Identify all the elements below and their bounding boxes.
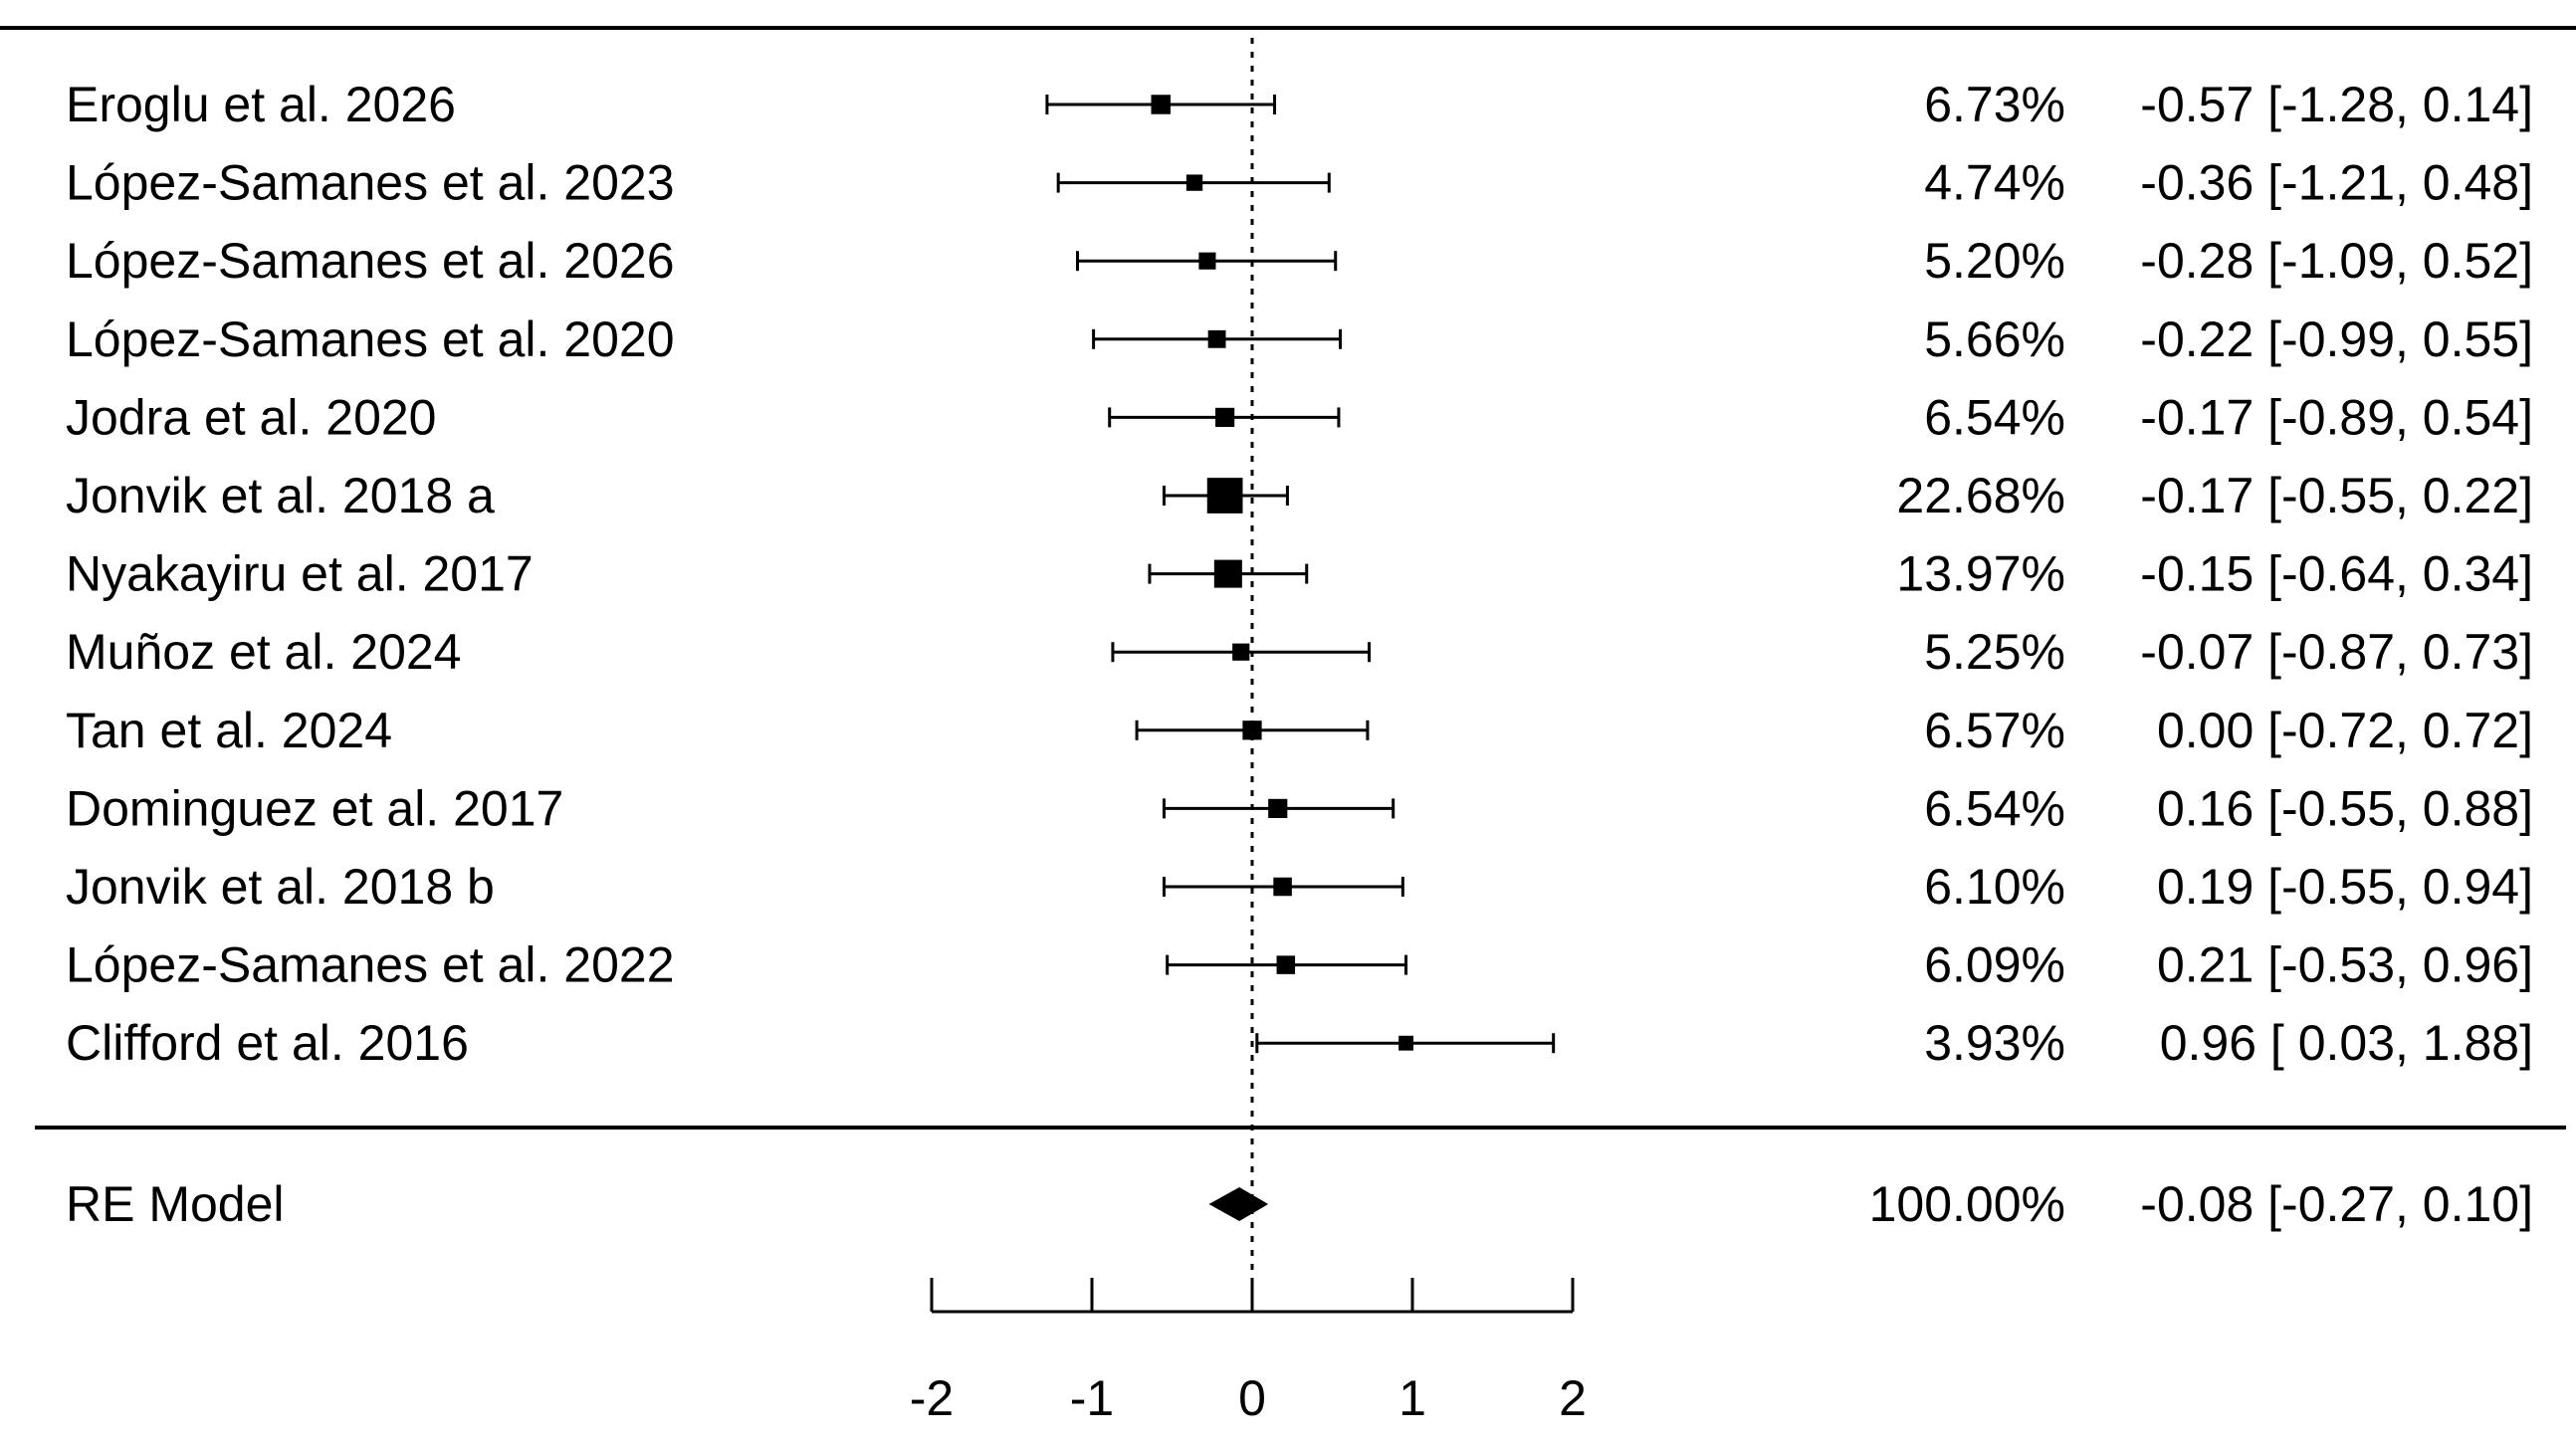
estimate-ci-label: -0.28 [-1.09, 0.52] <box>2140 233 2533 289</box>
effect-square <box>1198 252 1216 270</box>
estimate-ci-label: -0.22 [-0.99, 0.55] <box>2140 311 2533 367</box>
study-row: Eroglu et al. 2026 6.73% -0.57 [-1.28, 0.1… <box>66 77 2533 132</box>
estimate-ci-label: -0.36 [-1.21, 0.48] <box>2140 155 2533 211</box>
study-row: Muñoz et al. 2024 5.25% -0.07 [-0.87, 0.73… <box>66 624 2533 680</box>
weight-label: 22.68% <box>1896 468 2065 523</box>
study-row: Dominguez et al. 2017 6.54% 0.16 [-0.55, 0… <box>66 780 2533 836</box>
study-label: López-Samanes et al. 2026 <box>66 233 675 289</box>
study-label: López-Samanes et al. 2022 <box>66 937 675 993</box>
summary-weight-label: 100.00% <box>1869 1176 2065 1232</box>
study-label: Muñoz et al. 2024 <box>66 624 462 680</box>
summary-label: RE Model <box>66 1176 285 1232</box>
weight-label: 6.57% <box>1924 703 2065 758</box>
estimate-ci-label: 0.96 [ 0.03, 1.88] <box>2160 1015 2533 1071</box>
effect-square <box>1268 798 1288 818</box>
study-label: Jodra et al. 2020 <box>66 389 437 445</box>
study-row: Jonvik et al. 2018 b 6.10% 0.19 [-0.55, 0.… <box>66 859 2533 915</box>
estimate-ci-label: 0.16 [-0.55, 0.88] <box>2157 780 2533 836</box>
study-row: López-Samanes et al. 2026 5.20% -0.28 [-1.… <box>66 233 2533 289</box>
weight-label: 5.66% <box>1924 311 2065 367</box>
study-row: Jonvik et al. 2018 a 22.68% -0.17 [-0.55, … <box>66 468 2533 523</box>
weight-label: 13.97% <box>1896 546 2065 602</box>
effect-square <box>1232 643 1250 661</box>
effect-square <box>1207 329 1226 348</box>
study-label: Jonvik et al. 2018 a <box>66 468 495 523</box>
effect-square <box>1242 721 1262 740</box>
study-row: Clifford et al. 2016 3.93% 0.96 [ 0.03, 1.… <box>66 1015 2533 1071</box>
study-label: Clifford et al. 2016 <box>66 1015 469 1071</box>
estimate-ci-label: -0.17 [-0.55, 0.22] <box>2140 468 2533 523</box>
study-label: Jonvik et al. 2018 b <box>66 859 495 915</box>
x-axis: -2 -1 0 1 2 <box>910 1278 1587 1426</box>
axis-tick-label: 1 <box>1398 1370 1426 1426</box>
effect-square <box>1273 877 1292 897</box>
weight-label: 6.73% <box>1924 77 2065 132</box>
study-label: López-Samanes et al. 2020 <box>66 311 675 367</box>
summary-row: RE Model 100.00% -0.08 [-0.27, 0.10] <box>66 1176 2533 1232</box>
effect-square <box>1215 407 1235 427</box>
study-label: Eroglu et al. 2026 <box>66 77 456 132</box>
axis-tick-label: -1 <box>1070 1370 1114 1426</box>
estimate-ci-label: 0.21 [-0.53, 0.96] <box>2157 937 2533 993</box>
summary-diamond <box>1208 1187 1269 1221</box>
weight-label: 6.10% <box>1924 859 2065 915</box>
weight-label: 6.54% <box>1924 780 2065 836</box>
effect-square <box>1398 1035 1413 1051</box>
effect-square <box>1206 478 1243 514</box>
effect-square <box>1213 559 1242 588</box>
study-row: Tan et al. 2024 6.57% 0.00 [-0.72, 0.72] <box>66 703 2533 758</box>
estimate-ci-label: -0.57 [-1.28, 0.14] <box>2140 77 2533 132</box>
estimate-ci-label: 0.19 [-0.55, 0.94] <box>2157 859 2533 915</box>
weight-label: 5.25% <box>1924 624 2065 680</box>
weight-label: 4.74% <box>1924 155 2065 211</box>
weight-label: 6.54% <box>1924 389 2065 445</box>
estimate-ci-label: -0.15 [-0.64, 0.34] <box>2140 546 2533 602</box>
estimate-ci-label: 0.00 [-0.72, 0.72] <box>2157 703 2533 758</box>
study-row: López-Samanes et al. 2022 6.09% 0.21 [-0.5… <box>66 937 2533 993</box>
study-label: Dominguez et al. 2017 <box>66 780 563 836</box>
axis-tick-label: 2 <box>1559 1370 1587 1426</box>
summary-estimate-ci-label: -0.08 [-0.27, 0.10] <box>2140 1176 2533 1232</box>
study-row: Jodra et al. 2020 6.54% -0.17 [-0.89, 0.54… <box>66 389 2533 445</box>
study-row: López-Samanes et al. 2023 4.74% -0.36 [-1.… <box>66 155 2533 211</box>
effect-square <box>1151 95 1171 114</box>
axis-tick-label: -2 <box>910 1370 954 1426</box>
study-label: López-Samanes et al. 2023 <box>66 155 675 211</box>
study-label: Tan et al. 2024 <box>66 703 392 758</box>
study-row: Nyakayiru et al. 2017 13.97% -0.15 [-0.64,… <box>66 546 2533 602</box>
effect-square <box>1276 955 1296 974</box>
weight-label: 6.09% <box>1924 937 2065 993</box>
estimate-ci-label: -0.17 [-0.89, 0.54] <box>2140 389 2533 445</box>
study-row: López-Samanes et al. 2020 5.66% -0.22 [-0.… <box>66 311 2533 367</box>
effect-square <box>1185 174 1203 191</box>
weight-label: 3.93% <box>1924 1015 2065 1071</box>
weight-label: 5.20% <box>1924 233 2065 289</box>
study-label: Nyakayiru et al. 2017 <box>66 546 534 602</box>
axis-tick-label: 0 <box>1238 1370 1266 1426</box>
study-rows: Eroglu et al. 2026 6.73% -0.57 [-1.28, 0.1… <box>66 77 2533 1071</box>
estimate-ci-label: -0.07 [-0.87, 0.73] <box>2140 624 2533 680</box>
